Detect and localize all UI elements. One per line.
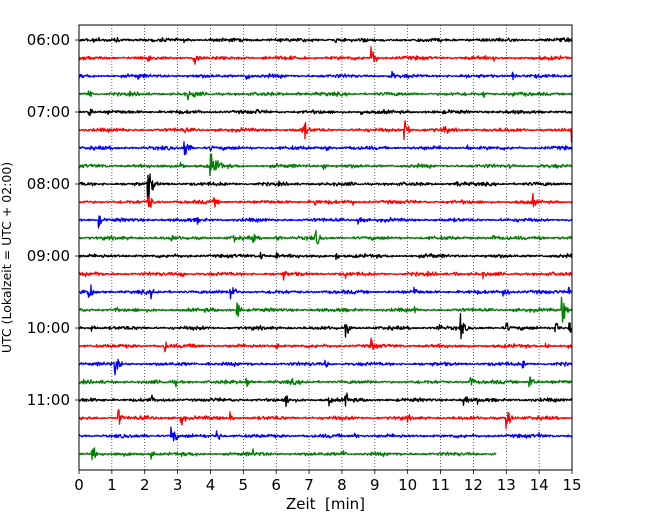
trace-line (78, 108, 573, 117)
y-tick-label: 10:00 (27, 319, 70, 337)
trace-line (78, 153, 573, 177)
trace-line (78, 312, 573, 340)
x-tick-label: 0 (74, 476, 84, 494)
trace-line (78, 70, 573, 81)
x-tick-label: 4 (206, 476, 216, 494)
plot-frame (78, 24, 573, 471)
x-tick-label: 8 (337, 476, 347, 494)
trace-line (78, 447, 497, 461)
trace-line (78, 426, 573, 442)
grid-lines (111, 25, 540, 470)
x-tick-label: 3 (173, 476, 183, 494)
trace-line (78, 120, 573, 143)
x-tick-label: 1 (107, 476, 117, 494)
x-tick-label: 11 (431, 476, 450, 494)
y-tick-label: 06:00 (27, 31, 70, 49)
trace-line (78, 409, 573, 430)
trace-line (78, 215, 573, 229)
y-tick-label: 11:00 (27, 391, 70, 409)
trace-line (78, 141, 573, 156)
x-tick-label: 15 (562, 476, 581, 494)
y-axis-label: UTC (Lokalzeit = UTC + 02:00) (0, 162, 14, 353)
x-axis-ticks: 0 1 2 3 4 5 6 7 8 9 10 11 12 13 14 15 (74, 470, 582, 494)
trace-line (78, 36, 573, 44)
trace-line (78, 251, 573, 261)
trace-line (78, 376, 573, 388)
trace-line (78, 270, 573, 281)
x-axis-label: Zeit [min] (286, 495, 365, 513)
trace-line (78, 229, 573, 245)
y-axis-ticks: 06:00 07:00 08:00 09:00 10:00 11:00 (27, 31, 79, 409)
trace-line (78, 392, 573, 408)
x-tick-label: 7 (304, 476, 314, 494)
trace-line (78, 173, 573, 199)
y-tick-label: 07:00 (27, 103, 70, 121)
trace-line (78, 296, 573, 323)
x-tick-label: 13 (497, 476, 516, 494)
trace-line (78, 46, 573, 65)
x-tick-label: 2 (140, 476, 150, 494)
trace-line (78, 358, 573, 376)
seismic-traces (78, 36, 573, 461)
y-tick-label: 09:00 (27, 247, 70, 265)
trace-line (78, 192, 573, 208)
trace-line (78, 284, 573, 300)
x-tick-label: 14 (530, 476, 549, 494)
y-tick-label: 08:00 (27, 175, 70, 193)
x-tick-label: 12 (464, 476, 483, 494)
x-tick-label: 6 (271, 476, 281, 494)
x-tick-label: 5 (239, 476, 249, 494)
x-tick-label: 10 (398, 476, 417, 494)
x-tick-label: 9 (370, 476, 380, 494)
trace-line (78, 90, 573, 101)
trace-line (78, 337, 573, 353)
